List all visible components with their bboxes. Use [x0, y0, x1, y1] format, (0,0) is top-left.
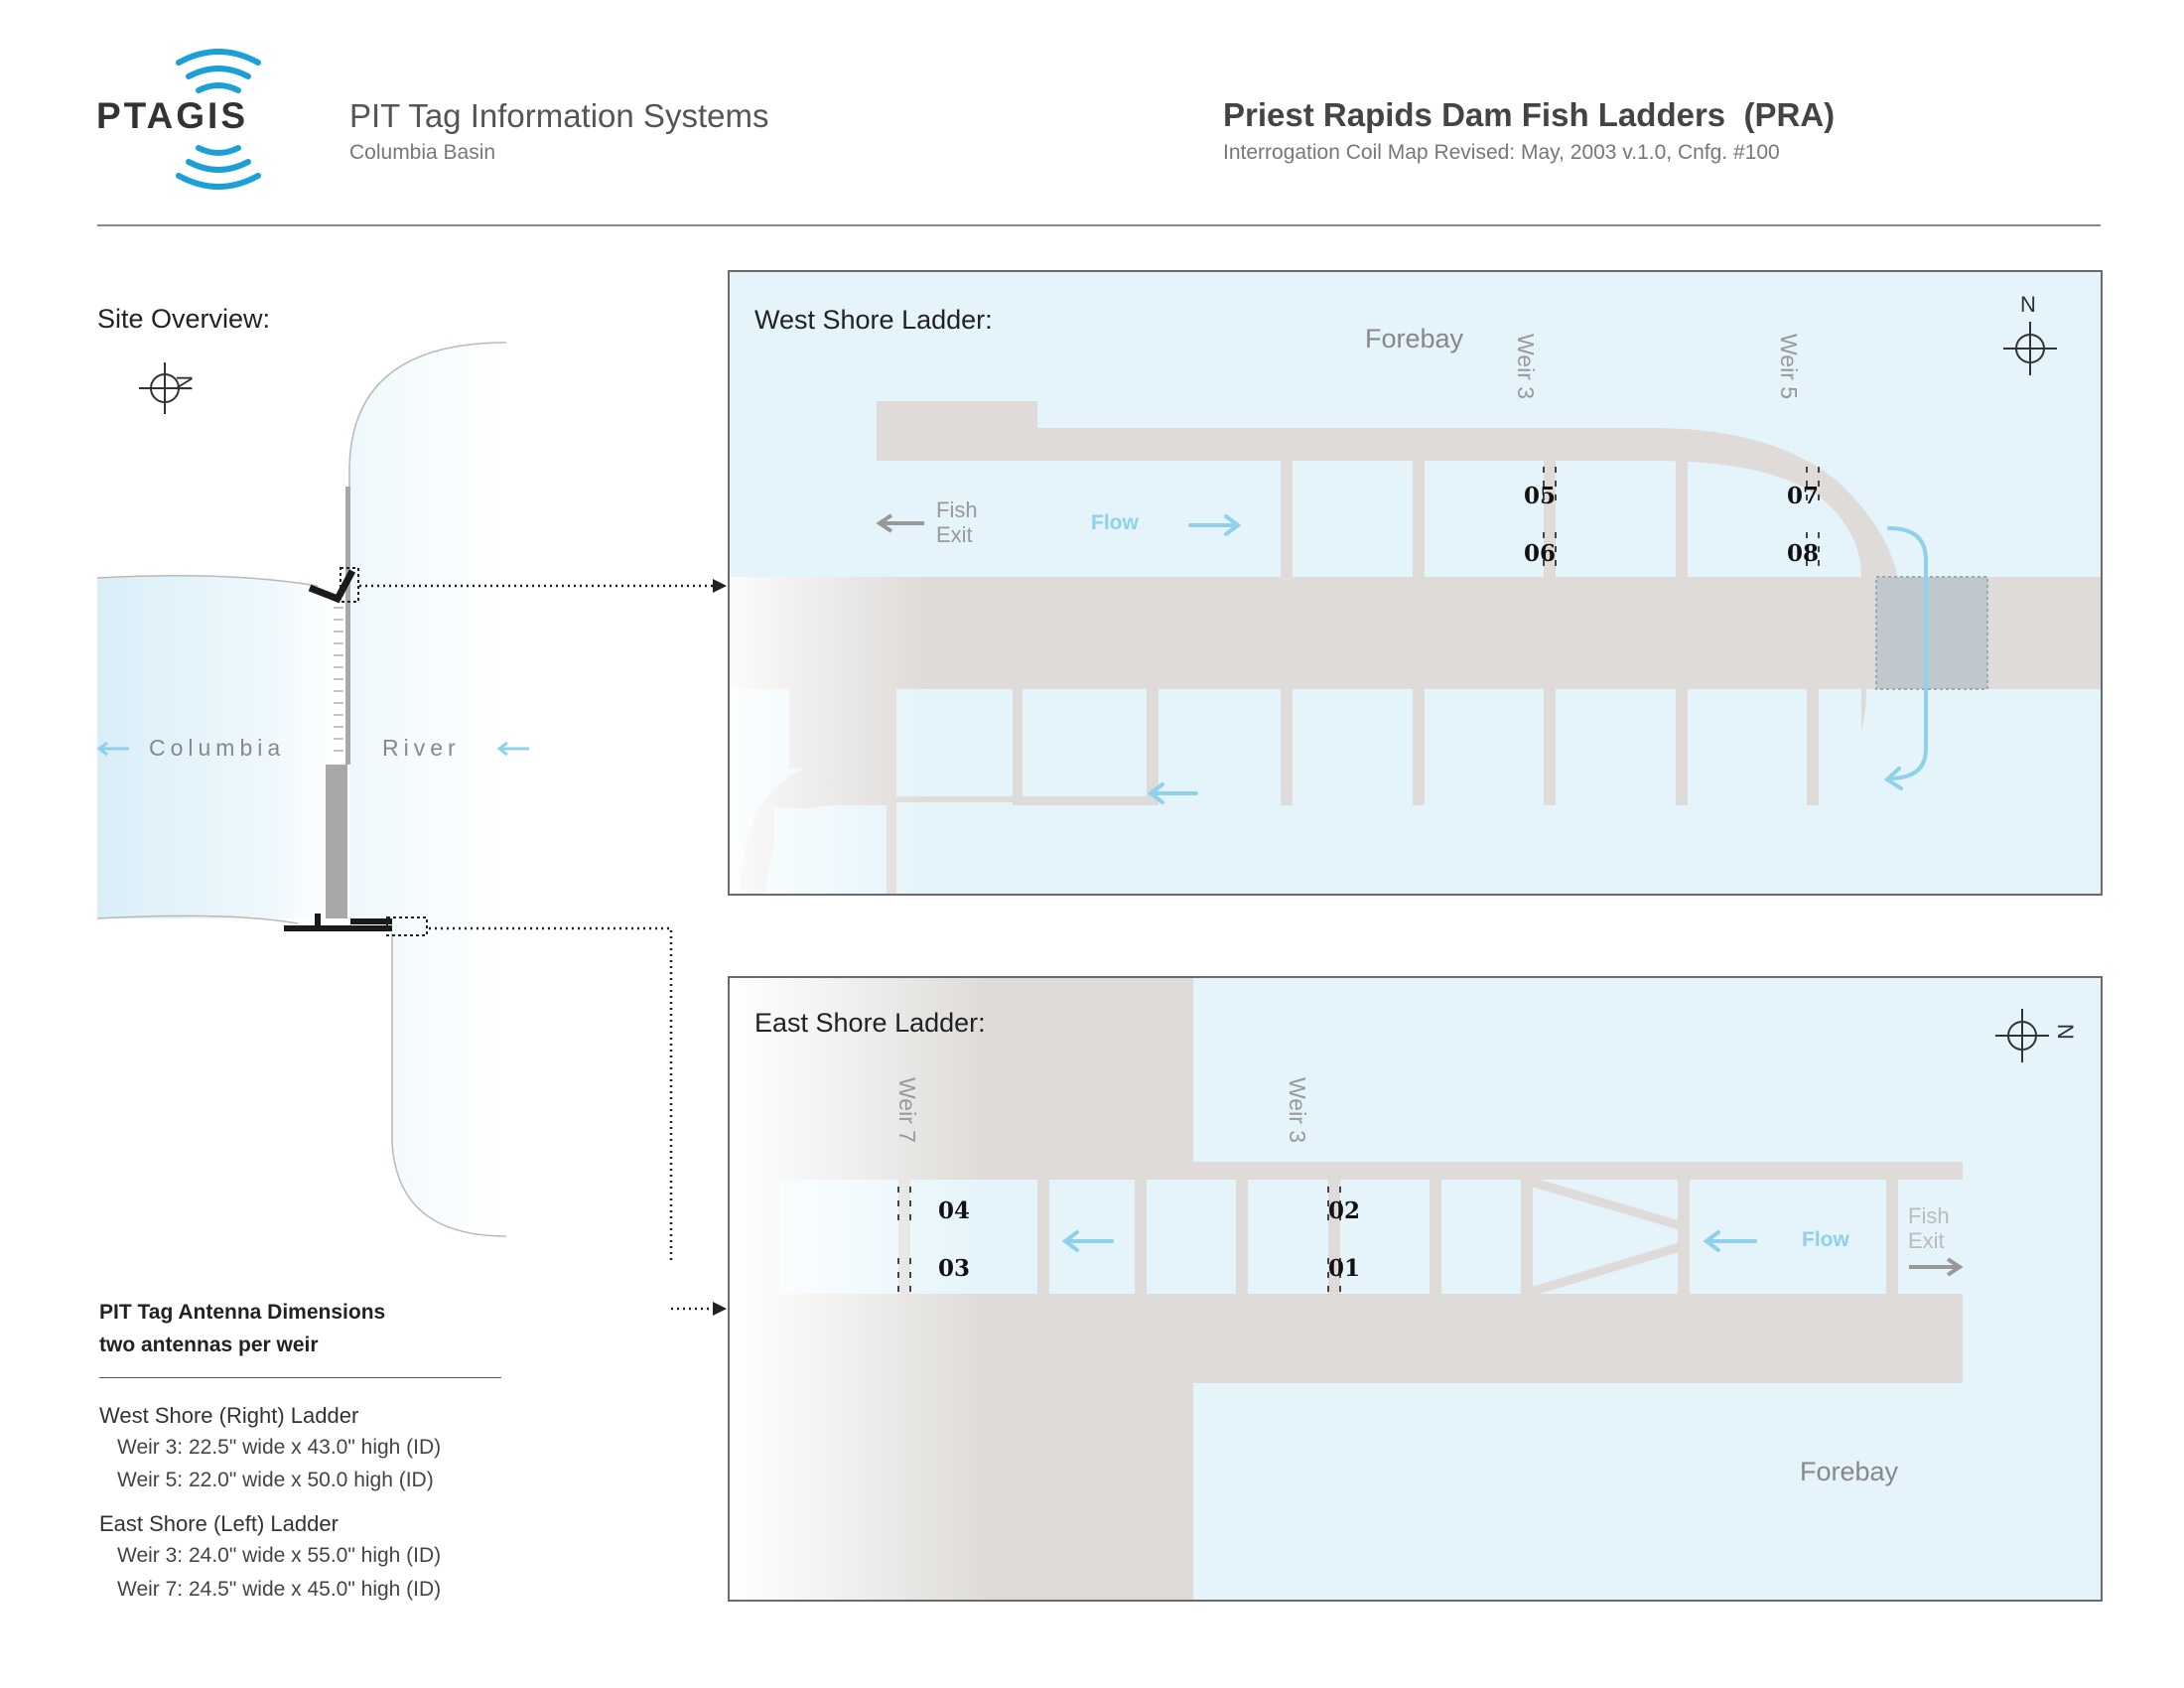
dam-lower — [326, 765, 347, 918]
overview-north-label: N — [172, 375, 197, 391]
river-flow-arrows — [96, 741, 529, 757]
header-divider — [97, 224, 2101, 226]
west-fish-exit-label-2: Exit — [936, 522, 973, 547]
east-shore-panel: East Shore Ladder: Forebay N Weir 7 Weir… — [728, 976, 2103, 1602]
west-shore-panel: West Shore Ladder: Forebay N Weir 3 Weir… — [728, 270, 2103, 896]
west-weir-5-label: Weir 5 — [1776, 334, 1802, 400]
coil-05: 05 — [1524, 483, 1557, 509]
west-flow-arrows — [1147, 514, 1928, 804]
header: PTAGIS PIT Tag Information Systems Colum… — [0, 0, 2184, 228]
site-subtitle: Interrogation Coil Map Revised: May, 200… — [1223, 141, 1780, 164]
coil-01: 01 — [1328, 1255, 1361, 1282]
dimensions-title: PIT Tag Antenna Dimensions — [99, 1301, 386, 1324]
east-dim-line-1: Weir 3: 24.0" wide x 55.0" high (ID) — [117, 1544, 442, 1567]
east-panel-title: East Shore Ladder: — [754, 1008, 986, 1038]
east-north-label: N — [2053, 1024, 2078, 1040]
west-north-icon — [2003, 322, 2057, 375]
east-fish-exit-arrow — [1909, 1257, 1964, 1277]
west-flow-label: Flow — [1091, 511, 1139, 534]
site-overview-map — [96, 342, 727, 1261]
west-fish-exit-arrow — [876, 513, 924, 533]
site-title: Priest Rapids Dam Fish Ladders (PRA) — [1223, 96, 1836, 133]
east-ladder-diagram — [730, 978, 2101, 1600]
site-overview-title: Site Overview: — [97, 304, 271, 334]
west-ladder-diagram — [730, 322, 2101, 894]
coil-07: 07 — [1787, 483, 1820, 509]
east-fish-exit-label-1: Fish — [1908, 1203, 1950, 1228]
river-label-river: River — [382, 735, 461, 761]
coil-04: 04 — [938, 1197, 971, 1224]
west-north-label: N — [2020, 292, 2036, 317]
east-weir-7-label: Weir 7 — [894, 1077, 920, 1144]
west-weir-3-label: Weir 3 — [1513, 334, 1539, 400]
west-forebay-label: Forebay — [1365, 324, 1464, 353]
river-label-columbia: Columbia — [149, 735, 286, 761]
east-weir-3-label: Weir 3 — [1285, 1077, 1310, 1144]
coil-03: 03 — [938, 1255, 971, 1282]
dimensions-divider — [99, 1377, 501, 1378]
dam-upper — [345, 487, 350, 765]
ptagis-logo-waves-icon — [176, 49, 261, 190]
west-dim-heading: West Shore (Right) Ladder — [99, 1403, 359, 1428]
east-north-icon — [1995, 1009, 2049, 1062]
east-flow-label: Flow — [1802, 1228, 1849, 1251]
east-dim-heading: East Shore (Left) Ladder — [99, 1511, 339, 1536]
org-subtitle: Columbia Basin — [349, 141, 496, 164]
west-dim-line-2: Weir 5: 22.0" wide x 50.0 high (ID) — [117, 1469, 434, 1491]
coil-08: 08 — [1787, 540, 1820, 567]
west-panel-title: West Shore Ladder: — [754, 305, 993, 335]
coil-06: 06 — [1524, 540, 1557, 567]
coil-02: 02 — [1328, 1197, 1361, 1224]
east-fish-exit-label-2: Exit — [1908, 1228, 1945, 1253]
east-dim-line-2: Weir 7: 24.5" wide x 45.0" high (ID) — [117, 1578, 442, 1601]
org-title: PIT Tag Information Systems — [349, 97, 769, 134]
overview-north-icon — [139, 362, 191, 414]
west-dim-line-1: Weir 3: 22.5" wide x 43.0" high (ID) — [117, 1436, 442, 1459]
logo-text: PTAGIS — [96, 95, 248, 136]
west-fish-exit-label-1: Fish — [936, 497, 978, 522]
columbia-connector-tail — [671, 1302, 727, 1316]
east-flow-arrows — [1061, 1230, 1757, 1252]
east-forebay-label: Forebay — [1800, 1457, 1899, 1486]
dimensions-subtitle: two antennas per weir — [99, 1334, 319, 1356]
